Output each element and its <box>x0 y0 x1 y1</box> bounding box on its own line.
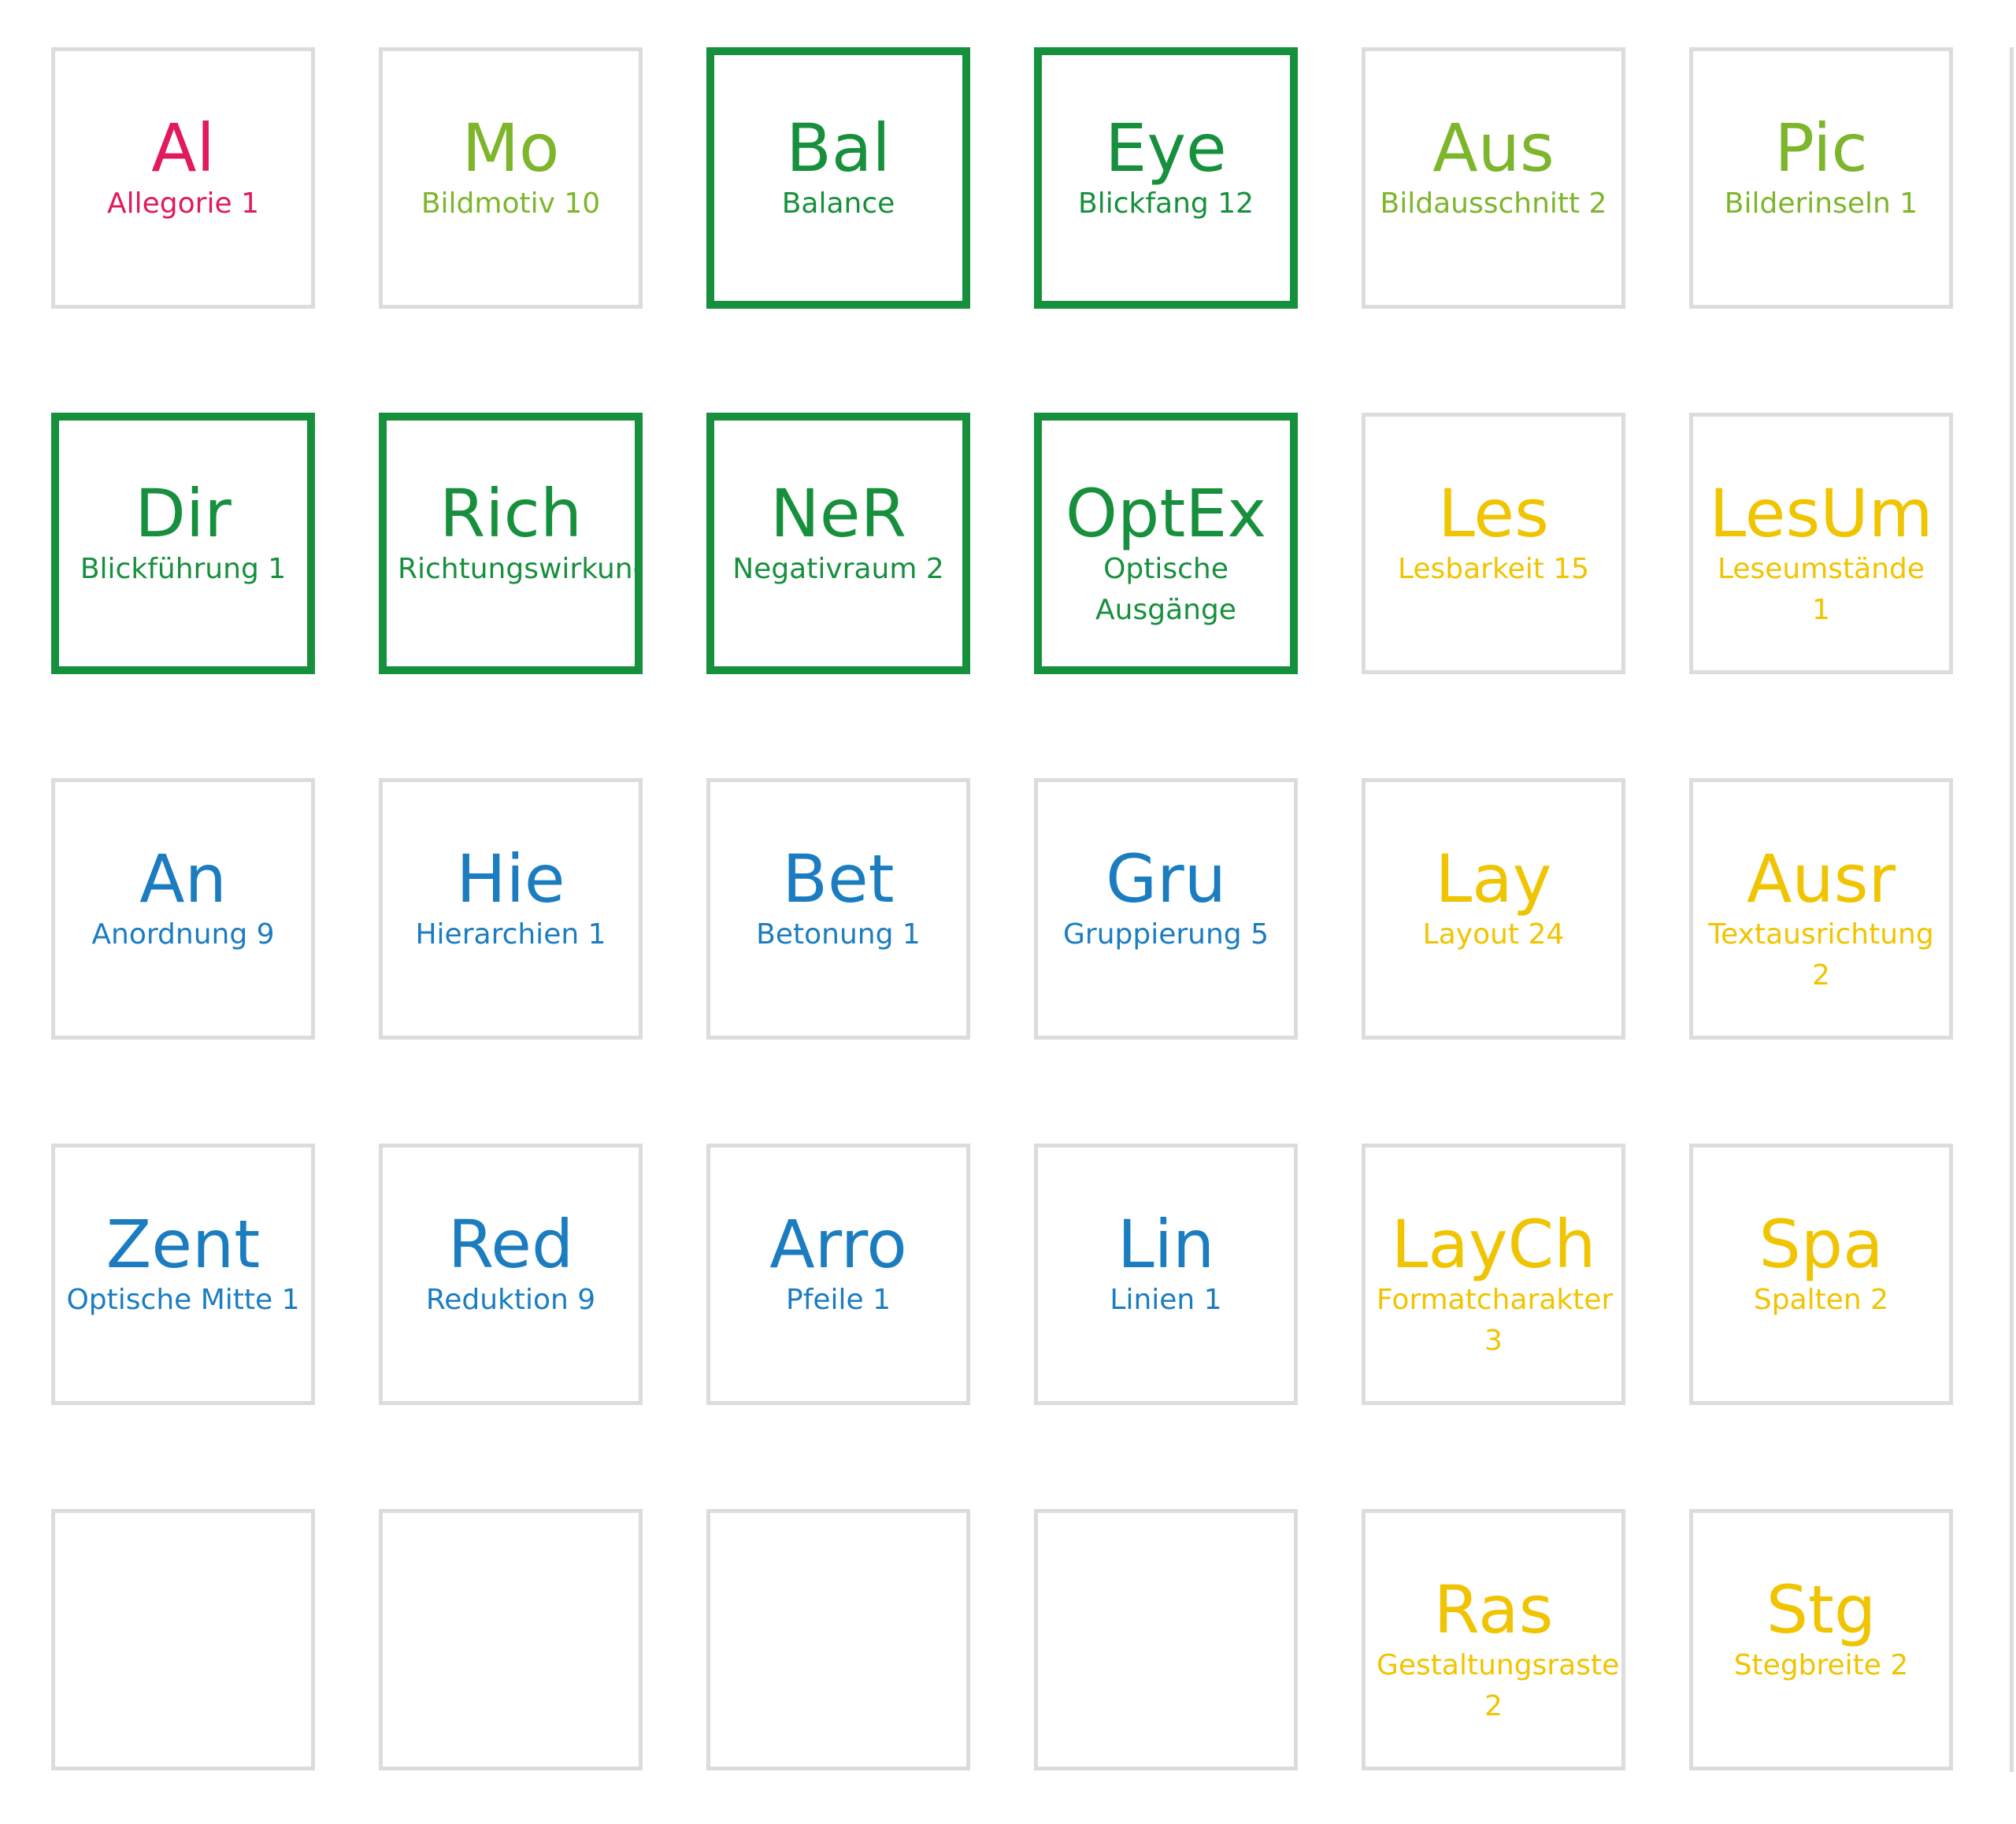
element-label: Leseumstände 1 <box>1717 553 1925 626</box>
partial-cell-edge <box>2010 47 2014 1772</box>
element-cell: Red Reduktion 9 <box>379 1144 643 1405</box>
element-cell: Mo Bildmotiv 10 <box>379 47 643 309</box>
element-cell: Bal Balance <box>706 47 970 309</box>
element-cell: Spa Spalten 2 <box>1689 1144 1953 1405</box>
element-symbol: Hie <box>456 840 565 918</box>
element-symbol: Stg <box>1766 1571 1877 1648</box>
element-symbol: Gru <box>1106 840 1226 918</box>
element-cell: Ras Gestaltungsraster 2 <box>1362 1509 1625 1770</box>
element-symbol: Red <box>447 1206 574 1283</box>
element-cell: Lin Linien 1 <box>1034 1144 1298 1405</box>
element-label: Optische Ausgänge <box>1095 553 1236 626</box>
element-label: Lesbarkeit 15 <box>1397 553 1590 585</box>
element-symbol: OptEx <box>1065 475 1267 552</box>
element-cell: OptEx Optische Ausgänge <box>1034 413 1298 674</box>
element-cell <box>1034 1509 1298 1770</box>
element-symbol: An <box>139 840 227 918</box>
element-label: Blickführung 1 <box>80 553 287 585</box>
element-symbol: Dir <box>135 475 232 552</box>
element-cell: Eye Blickfang 12 <box>1034 47 1298 309</box>
element-label: Linien 1 <box>1110 1284 1222 1316</box>
element-symbol: NeR <box>770 475 906 552</box>
element-symbol: Ausr <box>1747 840 1896 918</box>
element-label: Bildmotiv 10 <box>421 187 601 220</box>
element-symbol: Spa <box>1758 1206 1884 1283</box>
element-symbol: LayCh <box>1391 1206 1596 1283</box>
element-label: Betonung 1 <box>756 918 921 951</box>
element-label: Richtungswirkung <box>398 553 643 585</box>
element-cell: Bet Betonung 1 <box>706 778 970 1040</box>
element-label: Anordnung 9 <box>91 918 275 951</box>
element-label: Allegorie 1 <box>107 187 259 220</box>
element-label: Stegbreite 2 <box>1733 1649 1909 1681</box>
element-symbol: Arro <box>769 1206 907 1283</box>
element-cell: LayCh Formatcharakter 3 <box>1362 1144 1625 1405</box>
element-cell: Ausr Textausrichtung 2 <box>1689 778 1953 1040</box>
element-cell: Lay Layout 24 <box>1362 778 1625 1040</box>
element-symbol: Pic <box>1774 109 1868 187</box>
element-cell: Stg Stegbreite 2 <box>1689 1509 1953 1770</box>
element-cell: Aus Bildausschnitt 2 <box>1362 47 1625 309</box>
element-cell: Dir Blickführung 1 <box>51 413 315 674</box>
element-label: Pfeile 1 <box>785 1284 891 1316</box>
element-label: Bildausschnitt 2 <box>1380 187 1607 220</box>
element-symbol: Aus <box>1432 109 1555 187</box>
element-cell <box>379 1509 643 1770</box>
element-label: Negativraum 2 <box>732 553 944 585</box>
element-symbol: Les <box>1438 475 1549 552</box>
element-label: Gruppierung 5 <box>1063 918 1269 951</box>
element-label: Formatcharakter 3 <box>1377 1284 1614 1357</box>
element-cell: NeR Negativraum 2 <box>706 413 970 674</box>
element-symbol: Lin <box>1117 1206 1215 1283</box>
element-symbol: Ras <box>1433 1571 1554 1648</box>
element-label: Gestaltungsraster 2 <box>1377 1649 1625 1722</box>
element-label: Spalten 2 <box>1753 1284 1889 1316</box>
element-symbol: LesUm <box>1709 475 1933 552</box>
element-cell: An Anordnung 9 <box>51 778 315 1040</box>
element-symbol: Lay <box>1435 840 1552 918</box>
element-symbol: Al <box>151 109 215 187</box>
element-cell: Gru Gruppierung 5 <box>1034 778 1298 1040</box>
element-symbol: Rich <box>439 475 583 552</box>
element-cell: Rich Richtungswirkung <box>379 413 643 674</box>
element-cell: Hie Hierarchien 1 <box>379 778 643 1040</box>
element-label: Bilderinseln 1 <box>1724 187 1918 220</box>
element-symbol: Bet <box>782 840 895 918</box>
element-label: Reduktion 9 <box>425 1284 596 1316</box>
element-label: Hierarchien 1 <box>415 918 606 951</box>
element-cell: Al Allegorie 1 <box>51 47 315 309</box>
element-symbol: Mo <box>461 109 560 187</box>
element-cell: Pic Bilderinseln 1 <box>1689 47 1953 309</box>
element-label: Layout 24 <box>1422 918 1565 951</box>
element-cell <box>51 1509 315 1770</box>
element-cell: LesUm Leseumstände 1 <box>1689 413 1953 674</box>
element-cell: Zent Optische Mitte 1 <box>51 1144 315 1405</box>
element-cell: Arro Pfeile 1 <box>706 1144 970 1405</box>
element-symbol: Eye <box>1105 109 1227 187</box>
element-symbol: Zent <box>106 1206 261 1283</box>
element-label: Textausrichtung 2 <box>1708 918 1934 992</box>
element-label: Optische Mitte 1 <box>66 1284 300 1316</box>
element-label: Blickfang 12 <box>1078 187 1254 220</box>
element-label: Balance <box>781 187 895 220</box>
element-symbol: Bal <box>786 109 891 187</box>
element-cell <box>706 1509 970 1770</box>
element-cell: Les Lesbarkeit 15 <box>1362 413 1625 674</box>
